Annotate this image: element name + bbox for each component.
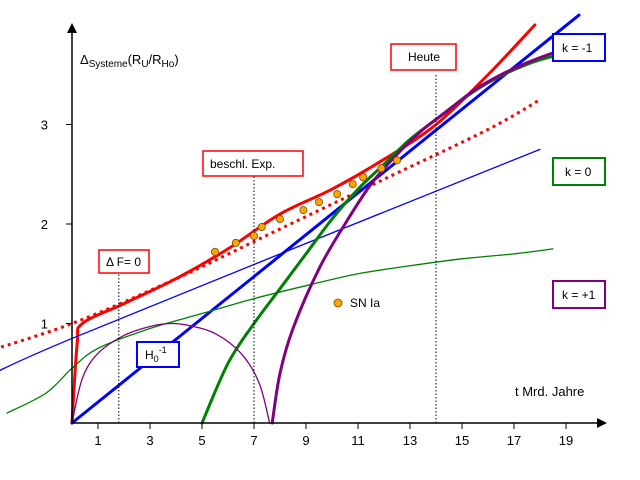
x-tick-label-2: 5: [198, 433, 205, 448]
legend-k-minus-1-label: k = -1: [562, 41, 593, 55]
y-axis-title-ho: Ho: [162, 59, 175, 70]
sn-point-7: [333, 190, 342, 199]
series-line-0: [70, 23, 537, 425]
sn-point-0: [210, 247, 219, 256]
annotation-h0-inverse: H0-1: [136, 341, 180, 368]
sn-point-3: [257, 222, 266, 231]
annotation-heute: Heute: [390, 43, 457, 71]
x-tick-label-0: 1: [94, 433, 101, 448]
x-tick-label-9: 19: [559, 433, 573, 448]
legend-k-plus-1-label: k = +1: [562, 288, 596, 302]
legend-k-minus-1: k = -1: [552, 33, 606, 62]
series-group: [0, 13, 581, 425]
series-line-3: [0, 148, 541, 372]
sn-point-4: [275, 215, 284, 224]
y-axis-title: ΔSysteme(RU/RHo): [80, 52, 179, 70]
x-axis-title: t Mrd. Jahre: [515, 384, 584, 399]
sn-point-10: [377, 164, 386, 173]
sn-points-group: [210, 156, 401, 256]
legend-k-0-label: k = 0: [565, 165, 592, 179]
series-line-7: [270, 43, 581, 425]
sn-point-6: [314, 198, 323, 207]
annotation-delta-f-label: Δ F= 0: [106, 255, 141, 269]
annotation-h0-sub: 0: [154, 354, 159, 364]
x-tick-label-3: 7: [250, 433, 257, 448]
annotation-beschl-exp-label: beschl. Exp.: [210, 157, 275, 171]
sn-point-2: [249, 231, 258, 240]
y-tick-label-2: 3: [41, 118, 48, 133]
x-ticks-group: 1 3 5 7 9 11 13 15 17 19: [94, 423, 573, 448]
y-tick-label-0: 1: [41, 317, 48, 332]
y-axis-title-sub: Systeme: [89, 59, 128, 70]
sn-point-8: [348, 180, 357, 189]
x-tick-label-1: 3: [146, 433, 153, 448]
x-tick-label-8: 17: [507, 433, 521, 448]
annotation-heute-label: Heute: [408, 50, 440, 64]
x-tick-label-6: 13: [403, 433, 417, 448]
series-line-1: [0, 98, 541, 349]
annotation-h0-sup: -1: [159, 345, 167, 355]
y-axis-title-u: U: [141, 59, 148, 70]
annotation-delta-f: Δ F= 0: [98, 249, 150, 274]
annotation-beschl-exp: beschl. Exp.: [202, 150, 304, 177]
sn-point-5: [299, 206, 308, 215]
legend-k-plus-1: k = +1: [552, 280, 606, 309]
series-line-4: [200, 48, 581, 425]
y-axis-title-slash: /R: [149, 52, 162, 67]
sn-legend-label: SN Ia: [350, 296, 380, 310]
sn-legend: SN Ia: [333, 296, 380, 310]
y-ticks-group: 1 2 3: [41, 118, 72, 332]
y-tick-label-1: 2: [41, 217, 48, 232]
sn-legend-marker: [333, 298, 343, 308]
series-line-6: [71, 322, 271, 424]
vline-group: [118, 74, 437, 423]
annotation-h0-label: H0-1: [145, 345, 167, 364]
x-tick-label-5: 11: [351, 433, 365, 448]
y-axis-title-close: ): [174, 52, 178, 67]
x-tick-label-4: 9: [302, 433, 309, 448]
y-axis-title-open: (R: [128, 52, 142, 67]
sn-point-9: [359, 173, 368, 182]
x-tick-label-7: 15: [455, 433, 469, 448]
sn-point-1: [231, 238, 240, 247]
sn-point-11: [392, 156, 401, 165]
legend-k-0: k = 0: [552, 157, 606, 186]
